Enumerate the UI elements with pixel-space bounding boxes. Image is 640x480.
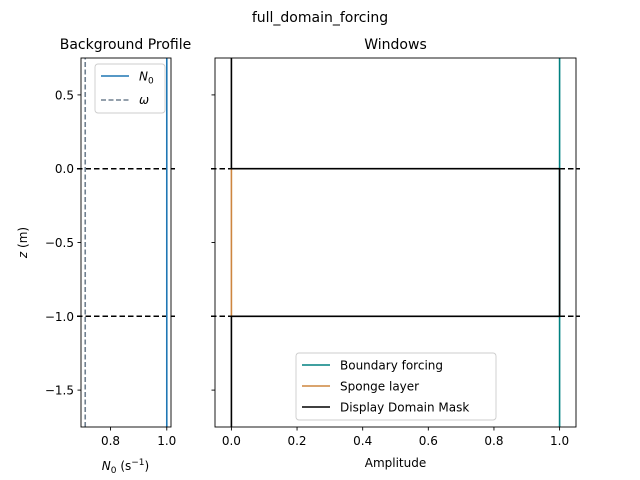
windows-frame: [214, 57, 577, 428]
x-axis-label-n0: N0 (s−1): [102, 458, 149, 476]
ytick-label: 0.5: [55, 88, 74, 102]
ytick-label: −1.5: [45, 384, 74, 398]
legend-label-omega: ω: [139, 93, 149, 107]
ytick-label: 0.0: [55, 162, 74, 176]
legend-label-display-domain-mask: Display Domain Mask: [340, 401, 469, 415]
figure-suptitle: full_domain_forcing: [252, 10, 388, 26]
windows-axes: Windows 0.0 0.2 0.4 0.6 0.8 1.0 Amplitude Bou…: [211, 37, 580, 470]
xtick-label: 1.0: [157, 434, 176, 448]
xtick-label: 0.2: [287, 434, 306, 448]
background-profile-frame: [80, 57, 172, 428]
ytick-label: −0.5: [45, 236, 74, 250]
xtick-label: 0.8: [484, 434, 503, 448]
background-profile-legend: N0 ω: [94, 63, 166, 114]
y-axis-label: z (m): [16, 227, 30, 259]
windows-title: Windows: [364, 37, 427, 53]
windows-legend: Boundary forcing Sponge layer Display Do…: [295, 352, 497, 421]
xtick-label: 0.6: [419, 434, 438, 448]
xtick-label: 0.8: [101, 434, 120, 448]
ytick-label: −1.0: [45, 310, 74, 324]
legend-label-boundary-forcing: Boundary forcing: [340, 359, 443, 373]
legend-label-n0: N0: [139, 70, 154, 87]
series-display-domain-mask: [230, 58, 561, 427]
xtick-label: 0.4: [353, 434, 372, 448]
xtick-label: 1.0: [550, 434, 569, 448]
x-axis-label-amplitude: Amplitude: [365, 456, 427, 470]
xtick-label: 0.0: [222, 434, 241, 448]
background-profile-title: Background Profile: [60, 37, 192, 53]
background-profile-axes: Background Profile 0.5 0.0 −0.5 −1.0 −1.5 0.…: [16, 37, 191, 476]
legend-label-sponge-layer: Sponge layer: [340, 380, 419, 394]
